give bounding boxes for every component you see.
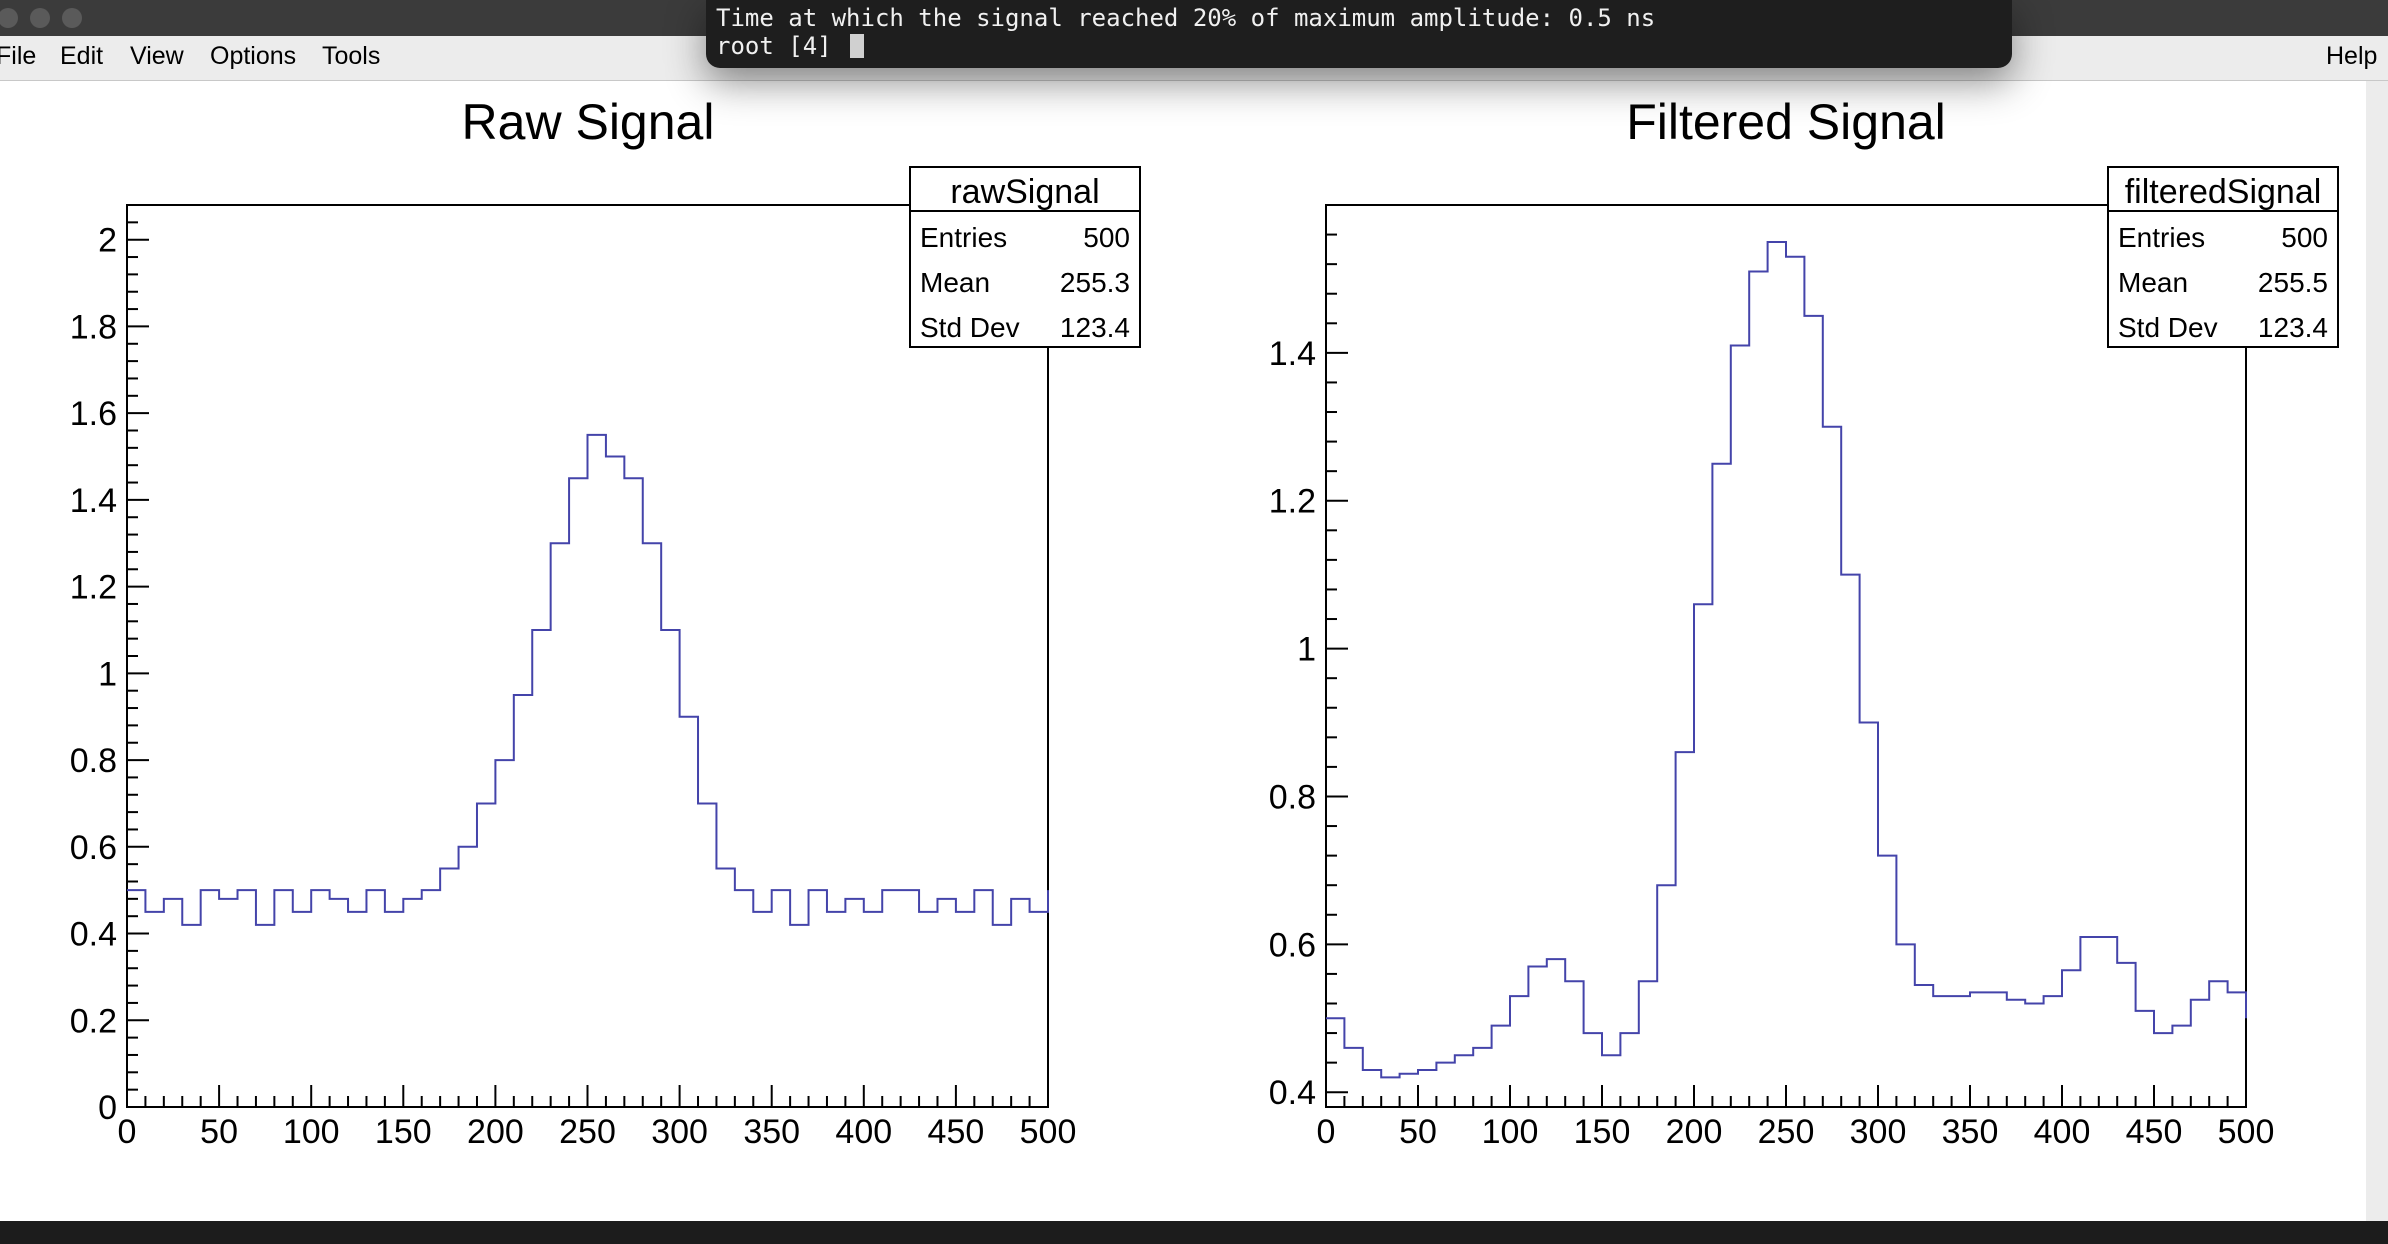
x-tick-label: 500 [2218, 1113, 2275, 1151]
y-tick-label: 0.2 [70, 1002, 117, 1040]
stats-value: 255.3 [1060, 267, 1130, 298]
stats-label: Std Dev [920, 312, 1020, 343]
x-tick-label: 500 [1020, 1113, 1077, 1151]
x-tick-label: 50 [200, 1113, 238, 1151]
y-tick-label: 0.6 [70, 829, 117, 867]
chart-title: Filtered Signal [1626, 94, 1946, 150]
stats-box [2107, 166, 2339, 348]
stats-label: Mean [2118, 267, 2188, 298]
y-tick-label: 1.2 [70, 569, 117, 607]
y-tick-label: 0.4 [1269, 1074, 1316, 1112]
stats-value: 123.4 [1060, 312, 1130, 343]
x-tick-label: 0 [1317, 1113, 1336, 1151]
x-tick-label: 50 [1399, 1113, 1437, 1151]
terminal-prompt: root [4] [716, 32, 847, 60]
window-right-edge [2366, 81, 2388, 1221]
root-canvas[interactable]: Raw Signal 0 50 100 150 200 250 300 350 400 450 500… [0, 81, 2366, 1221]
menu-options[interactable]: Options [210, 42, 297, 70]
terminal-output-line: Time at which the signal reached 20% of … [716, 4, 1656, 32]
x-tick-label: 300 [1850, 1113, 1907, 1151]
stats-value: 123.4 [2258, 312, 2328, 343]
y-tick-label: 1 [1297, 631, 1316, 669]
x-tick-label: 200 [1666, 1113, 1723, 1151]
menu-tools[interactable]: Tools [322, 42, 381, 70]
stats-label: Entries [2118, 222, 2205, 253]
stats-label: Mean [920, 267, 990, 298]
x-tick-label: 200 [467, 1113, 524, 1151]
menu-file[interactable]: File [0, 42, 37, 70]
stats-box [909, 166, 1141, 348]
x-tick-label: 100 [283, 1113, 340, 1151]
dock-strip [0, 1221, 2388, 1244]
y-tick-label: 1.4 [1269, 335, 1316, 373]
y-tick-label: 0.6 [1269, 926, 1316, 964]
terminal-cursor [850, 34, 865, 58]
zoom-window-icon[interactable] [62, 8, 82, 28]
stats-label: Std Dev [2118, 312, 2218, 343]
stats-value: 500 [2281, 222, 2328, 253]
x-tick-label: 300 [651, 1113, 708, 1151]
y-tick-label: 2 [98, 222, 117, 260]
stats-name: filteredSignal [2125, 173, 2322, 211]
terminal-window[interactable]: Time at which the signal reached 20% of … [706, 0, 2012, 68]
x-tick-label: 400 [835, 1113, 892, 1151]
x-tick-label: 0 [118, 1113, 137, 1151]
x-tick-label: 100 [1482, 1113, 1539, 1151]
x-tick-label: 350 [743, 1113, 800, 1151]
stats-value: 500 [1083, 222, 1130, 253]
y-tick-label: 0.8 [1269, 778, 1316, 816]
x-tick-label: 350 [1942, 1113, 1999, 1151]
y-tick-label: 1.8 [70, 308, 117, 346]
y-tick-label: 0 [98, 1089, 117, 1127]
menu-edit[interactable]: Edit [60, 42, 104, 70]
stats-value: 255.5 [2258, 267, 2328, 298]
terminal-prompt-line[interactable]: root [4] [716, 32, 865, 60]
x-tick-label: 150 [1574, 1113, 1631, 1151]
y-tick-label: 1.2 [1269, 483, 1316, 521]
stats-name: rawSignal [950, 173, 1099, 211]
y-tick-label: 1 [98, 655, 117, 693]
x-tick-label: 250 [1758, 1113, 1815, 1151]
x-tick-label: 250 [559, 1113, 616, 1151]
chart-title: Raw Signal [462, 94, 715, 150]
x-tick-label: 450 [928, 1113, 985, 1151]
y-tick-label: 0.4 [70, 916, 117, 954]
y-tick-label: 1.4 [70, 482, 117, 520]
y-tick-label: 0.8 [70, 742, 117, 780]
menu-help[interactable]: Help [2326, 42, 2378, 70]
series-line [127, 433, 1049, 926]
stats-label: Entries [920, 222, 1007, 253]
close-window-icon[interactable] [0, 8, 18, 28]
y-tick-label: 1.6 [70, 395, 117, 433]
menu-view[interactable]: View [130, 42, 184, 70]
series-line [1326, 240, 2247, 1079]
x-tick-label: 400 [2034, 1113, 2091, 1151]
x-tick-label: 450 [2126, 1113, 2183, 1151]
minimize-window-icon[interactable] [30, 8, 50, 28]
x-tick-label: 150 [375, 1113, 432, 1151]
